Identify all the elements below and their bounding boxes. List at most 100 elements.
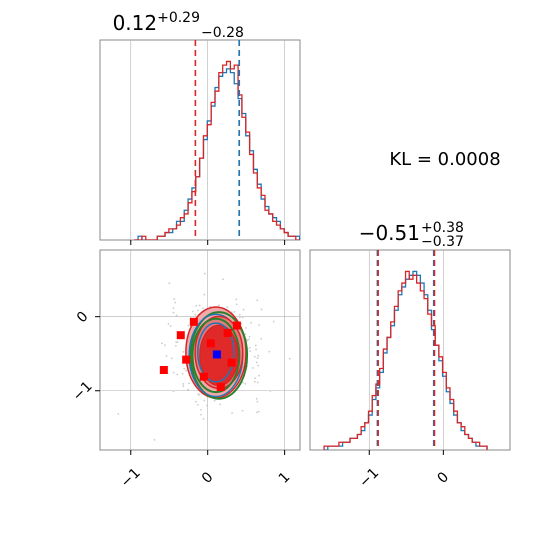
- title-sup: +0.29: [157, 10, 200, 26]
- red-marker: [232, 321, 241, 330]
- scatter-point: [244, 382, 247, 385]
- histogram-step-red: [134, 60, 300, 240]
- scatter-point: [241, 409, 244, 412]
- x-tick-label: 1: [276, 469, 294, 487]
- scatter-point: [268, 350, 271, 353]
- scatter-point: [165, 355, 168, 357]
- scatter-point: [175, 341, 178, 344]
- scatter-point: [172, 307, 175, 310]
- scatter-point: [176, 341, 179, 343]
- scatter-point: [248, 346, 251, 349]
- histogram-step-red: [323, 270, 488, 450]
- scatter-point: [272, 320, 275, 323]
- scatter-point: [258, 324, 260, 326]
- scatter-point: [255, 348, 258, 351]
- scatter-point: [226, 306, 229, 309]
- scatter-point: [256, 411, 258, 414]
- red-marker: [189, 317, 198, 326]
- scatter-point: [238, 316, 241, 319]
- scatter-point: [257, 364, 260, 367]
- scatter-point: [170, 357, 173, 360]
- red-marker: [206, 339, 215, 348]
- x-ticks: [130, 240, 286, 245]
- scatter-point: [164, 344, 166, 347]
- contour-blue: [197, 322, 235, 383]
- scatter-point: [172, 390, 175, 393]
- scatter-point: [257, 354, 260, 357]
- red-marker: [182, 355, 191, 364]
- y-tick-label: −1: [70, 378, 96, 404]
- x-tick-label: 0: [435, 469, 453, 487]
- scatter-point: [200, 413, 202, 416]
- scatter-point: [167, 323, 170, 325]
- scatter-point: [185, 369, 188, 372]
- axes-frame: [99, 39, 301, 241]
- scatter-point: [174, 345, 177, 347]
- scatter-point: [174, 301, 177, 304]
- scatter-point: [250, 321, 253, 324]
- scatter-point: [219, 403, 222, 406]
- scatter-point: [172, 371, 175, 374]
- scatter-point: [241, 316, 244, 319]
- panel-bottom-left-2d: −1 0 1 0 −1: [70, 249, 308, 491]
- histogram-step-blue: [134, 68, 300, 240]
- scatter-point: [198, 304, 201, 307]
- scatter-point: [160, 342, 163, 345]
- scatter-point: [202, 417, 205, 420]
- scatter-point: [182, 350, 185, 353]
- scatter-point: [191, 310, 194, 313]
- scatter-point: [182, 385, 185, 388]
- scatter-point: [195, 400, 197, 403]
- scatter-point: [255, 361, 258, 364]
- title-sup: +0.38: [421, 220, 464, 236]
- scatter-point: [260, 337, 263, 340]
- scatter-point: [258, 374, 260, 377]
- scatter-point: [181, 372, 184, 375]
- x-tick-label: −1: [118, 465, 144, 491]
- scatter-point: [246, 339, 249, 342]
- scatter-point: [256, 381, 259, 384]
- scatter-point: [189, 315, 192, 318]
- scatter-point: [182, 383, 185, 385]
- scatter-point: [256, 400, 259, 403]
- scatter-point: [238, 314, 241, 316]
- quantile-lines: [194, 40, 241, 240]
- scatter-point: [235, 303, 238, 306]
- x-ticks: −1 0: [356, 450, 452, 491]
- scatter-point: [195, 304, 198, 307]
- kl-annotation: KL = 0.0008: [389, 149, 500, 170]
- red-marker: [227, 358, 236, 367]
- scatter-point: [235, 298, 238, 301]
- scatter-point: [269, 390, 272, 392]
- scatter-point: [245, 327, 247, 329]
- blue-marker: [212, 350, 221, 359]
- scatter-point: [206, 404, 208, 407]
- scatter-point: [247, 338, 250, 341]
- scatter-point: [194, 313, 197, 316]
- contour-green: [191, 317, 241, 394]
- scatter-point: [187, 388, 189, 391]
- scatter-point: [198, 393, 201, 396]
- contour-green: [189, 311, 249, 400]
- scatter-point: [169, 325, 172, 327]
- red-marker: [199, 372, 208, 381]
- scatter-point: [188, 382, 190, 385]
- axes-frame: [309, 249, 511, 451]
- title-sub: −0.28: [201, 25, 244, 41]
- red-marker: [176, 331, 185, 340]
- scatter-point: [306, 344, 308, 346]
- grid: [368, 250, 444, 450]
- scatter-point: [168, 282, 171, 285]
- scatter-point: [196, 403, 199, 406]
- scatter-point: [197, 309, 199, 312]
- scatter-point: [117, 412, 120, 415]
- scatter-point: [233, 310, 236, 313]
- scatter-point: [231, 412, 233, 415]
- scatter-point: [254, 344, 257, 347]
- scatter-point: [202, 307, 204, 310]
- scatter-point: [203, 293, 206, 296]
- scatter-point: [199, 408, 202, 411]
- scatter-point: [255, 397, 258, 400]
- y-tick-label: 0: [74, 309, 92, 327]
